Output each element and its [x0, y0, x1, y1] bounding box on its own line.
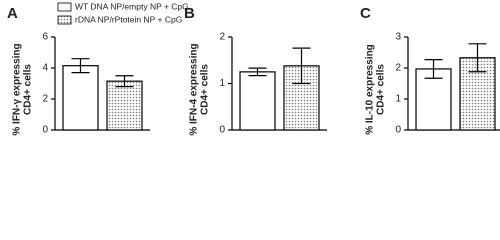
legend-swatch [57, 15, 72, 25]
y-tick-label: 6 [42, 32, 48, 43]
y-tick-label: 2 [395, 63, 401, 74]
panel-letter: B [184, 5, 195, 22]
y-axis-label: % IL-10 expressing [365, 44, 376, 135]
bar [239, 71, 276, 131]
error-bar [71, 58, 90, 74]
y-tick-label: 2 [42, 94, 48, 105]
y-tick-label: 0 [219, 125, 225, 136]
error-bar [468, 43, 487, 73]
y-axis-label: % IFN-4 expressing [189, 43, 200, 135]
y-axis-label: CD4+ cells [200, 64, 211, 115]
error-bar [248, 67, 267, 77]
y-tick-label: 3 [395, 32, 401, 43]
panel-letter: C [360, 5, 371, 22]
y-tick-label: 1 [395, 94, 401, 105]
y-tick-label: 2 [219, 32, 225, 43]
bar [106, 80, 143, 131]
legend-label: rDNA NP/rPtotein NP + CpG [75, 14, 182, 24]
y-axis-label: CD4+ cells [23, 64, 34, 115]
error-bar [292, 47, 311, 85]
y-tick-label: 0 [395, 125, 401, 136]
panel-letter: A [7, 5, 18, 22]
error-bar [424, 59, 443, 79]
error-bar [115, 75, 134, 88]
legend-swatch [57, 2, 72, 12]
bar [62, 65, 99, 131]
y-tick-label: 1 [219, 78, 225, 89]
y-tick-label: 0 [42, 125, 48, 136]
y-axis-label: % IFN-γ expressing [12, 43, 23, 135]
bar [415, 68, 452, 131]
y-tick-label: 4 [42, 63, 48, 74]
legend-label: WT DNA NP/empty NP + CpG [75, 1, 189, 11]
y-axis-label: CD4+ cells [376, 64, 387, 115]
